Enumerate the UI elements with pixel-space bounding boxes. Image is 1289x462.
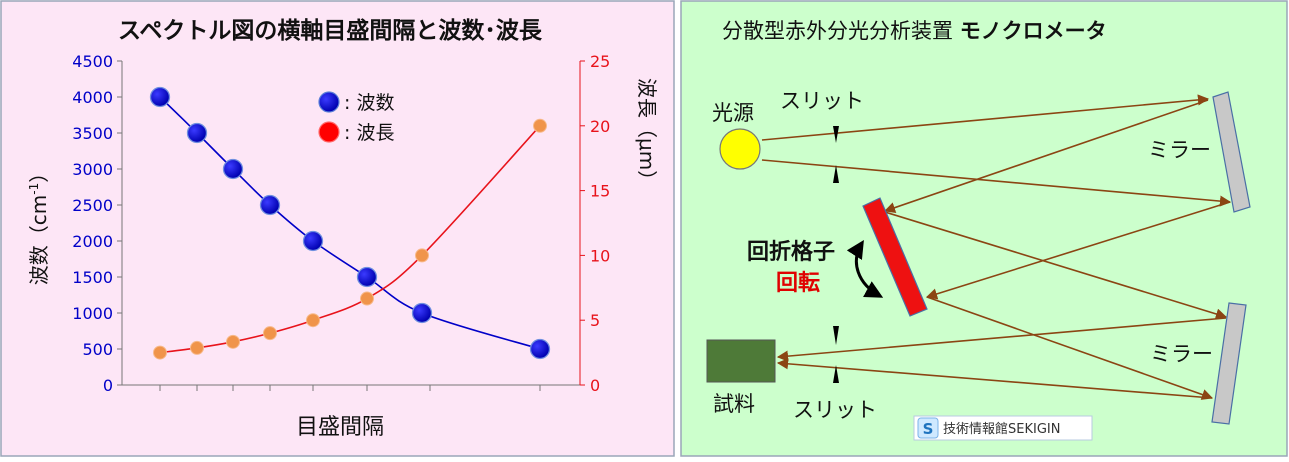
wavenumber-point-6 [356, 266, 378, 288]
right-panel-background [680, 0, 1288, 457]
wavelength-point-2 [190, 340, 204, 355]
legend-wavelength-marker [318, 121, 340, 143]
beam-mirror-bottom-to-sample-a [776, 317, 1227, 362]
y-right-axis-label: 波長（μm） [635, 78, 659, 190]
sample-block [706, 339, 776, 383]
y-left-tick-label-2500: 2500 [72, 196, 113, 215]
chart-legend: : 波数 : 波長 [318, 91, 394, 144]
y-left-tick-label-0: 0 [103, 376, 113, 395]
x-axis-label: 目盛間隔 [296, 415, 384, 440]
y-left-axis-label: 波数（cm-1） [27, 163, 51, 285]
sekigin-logo-letter: S [923, 420, 934, 438]
right-panel: 分散型赤外分光分析装置 モノクロメータ 光源 スリット ミラー ミラー 回折格子 [680, 0, 1288, 457]
wavenumber-point-2 [186, 122, 208, 144]
wavenumber-points [149, 86, 551, 360]
y-left-tick-label-4000: 4000 [72, 88, 113, 107]
slit-bottom [833, 326, 839, 383]
beam-mirror-top-to-grating-a [883, 99, 1209, 214]
light-source-label: 光源 [712, 101, 754, 125]
wavenumber-point-3 [222, 158, 244, 180]
sekigin-logo-icon [917, 417, 939, 439]
wavenumber-point-8 [529, 338, 551, 360]
legend-wavenumber-marker [318, 91, 340, 113]
chart-title: スペクトル図の横軸目盛間隔と波数･波長 [118, 17, 543, 44]
y-right-tick-label-5: 5 [590, 311, 600, 330]
beam-mirror-top-to-grating-b [925, 201, 1231, 300]
rotation-label: 回転 [776, 270, 820, 296]
light-source-lamp [719, 128, 761, 170]
y-right-tick-label-25: 25 [590, 52, 610, 71]
wavelength-point-7 [415, 248, 429, 263]
diffraction-grating [862, 197, 928, 317]
watermark-text: 技術情報館SEKIGIN [943, 422, 1060, 437]
wavelength-points [153, 118, 547, 360]
y-right-tick-label-15: 15 [590, 182, 610, 201]
wavenumber-point-5 [302, 230, 324, 252]
beam-source-to-mirror-top-b [761, 159, 1232, 207]
y-left-tick-label-2000: 2000 [72, 232, 113, 251]
y-left-tick-label-1500: 1500 [72, 268, 113, 287]
y-right-tick-label-0: 0 [590, 376, 600, 395]
watermark-badge: S 技術情報館SEKIGIN [913, 415, 1093, 441]
grating-label: 回折格子 [747, 239, 835, 265]
left-panel-background [0, 0, 675, 457]
y-left-tick-label-3500: 3500 [72, 124, 113, 143]
mirror-top-label: ミラー [1148, 138, 1211, 162]
x-axis-ticks [159, 385, 541, 391]
wavelength-point-3 [226, 334, 240, 349]
wavelength-point-5 [306, 313, 320, 328]
beam-grating-to-mirror-bottom-b [926, 296, 1214, 400]
diagram-title: 分散型赤外分光分析装置 モノクロメータ [722, 19, 1107, 43]
beam-mirror-bottom-to-sample-b [776, 358, 1213, 399]
y-right-tick-label-10: 10 [590, 246, 610, 265]
beam-grating-to-mirror-bottom-a [884, 211, 1228, 320]
legend-wavenumber-label: : 波数 [344, 92, 394, 114]
mirror-bottom-label: ミラー [1150, 342, 1213, 366]
wavenumber-point-1 [149, 86, 171, 108]
wavenumber-point-4 [259, 194, 281, 216]
y-right-ticks: 0 5 10 15 20 25 [580, 52, 610, 395]
wavelength-point-6 [360, 291, 374, 306]
y-left-tick-label-3000: 3000 [72, 160, 113, 179]
y-right-tick-label-20: 20 [590, 117, 610, 136]
rotation-arrow-icon [846, 239, 884, 298]
sample-label: 試料 [713, 392, 755, 416]
y-left-tick-label-500: 500 [82, 340, 113, 359]
left-panel: スペクトル図の横軸目盛間隔と波数･波長 05001000150020002500… [0, 0, 675, 457]
legend-wavelength-label: : 波長 [344, 122, 394, 144]
wavelength-point-1 [153, 345, 167, 360]
mirror-bottom [1211, 302, 1247, 425]
y-left-tick-label-1000: 1000 [72, 304, 113, 323]
slit-top [833, 126, 839, 183]
wavelength-point-4 [263, 326, 277, 341]
wavenumber-point-7 [411, 302, 433, 324]
slit-top-label: スリット [780, 89, 864, 113]
y-left-ticks: 0 500 1000 1500 2000 2500 3000 3500 4000 4500 [72, 52, 122, 395]
y-left-tick-label-4500: 4500 [72, 52, 113, 71]
slit-bottom-label: スリット [793, 398, 877, 422]
mirror-top [1212, 91, 1251, 213]
wavelength-point-8 [533, 118, 547, 133]
